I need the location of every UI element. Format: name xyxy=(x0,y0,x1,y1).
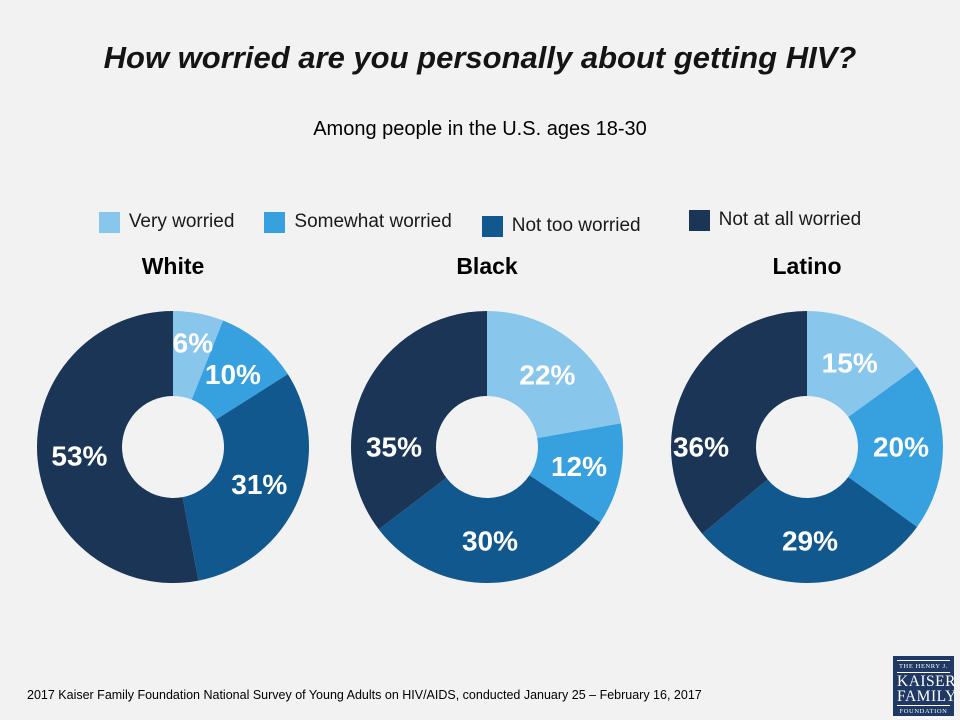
percent-label: 53% xyxy=(51,440,107,471)
logo-rule xyxy=(897,672,950,673)
donut-black: 22% 12% 30% 35% xyxy=(351,311,623,583)
chart-title-latino: Latino xyxy=(772,253,842,279)
logo-line-foundation: FOUNDATION xyxy=(899,708,948,715)
donut-slice-somewhat-worried xyxy=(848,367,944,527)
donut-slice-somewhat-worried xyxy=(191,320,288,420)
subtitle: Among people in the U.S. ages 18-30 xyxy=(313,118,647,140)
logo-rule xyxy=(897,705,950,706)
legend-swatch-somewhat-worried xyxy=(264,211,286,233)
donut-chart-black: Black 22% 12% 30% 35% xyxy=(347,251,627,587)
chart-title-black: Black xyxy=(456,253,518,279)
percent-label: 15% xyxy=(822,348,878,379)
percent-label: 30% xyxy=(462,526,518,557)
donut-slice-not-at-all-worried xyxy=(351,311,487,530)
percent-label: 10% xyxy=(205,359,261,390)
legend-label: Not at all worried xyxy=(718,209,862,230)
logo-rule xyxy=(897,717,950,718)
donut-latino: 15% 20% 29% 36% xyxy=(670,311,944,584)
legend-label: Very worried xyxy=(128,211,235,232)
percent-label: 29% xyxy=(782,526,838,557)
donut-slice-not-at-all-worried xyxy=(36,311,199,583)
donut-slice-not-too-worried xyxy=(378,475,601,583)
logo-line-family: FAMILY xyxy=(897,688,957,705)
logo-rule xyxy=(897,660,950,661)
donut-slice-not-at-all-worried xyxy=(670,311,807,534)
donut-slice-very-worried xyxy=(173,311,224,400)
donut-slice-very-worried xyxy=(807,311,918,418)
legend-item-not-too-worried: Not too worried xyxy=(481,215,641,237)
legend: Very worried Somewhat worried Not too wo… xyxy=(0,209,960,237)
donut-slice-not-too-worried xyxy=(702,476,918,584)
kff-logo: THE HENRY J. KAISER FAMILY FOUNDATION xyxy=(893,656,957,718)
donut-chart-latino: Latino 15% 20% 29% 36% xyxy=(667,251,947,587)
source-note: 2017 Kaiser Family Foundation National S… xyxy=(27,688,702,702)
logo-line-kaiser: KAISER xyxy=(897,673,956,690)
chart-title-white: White xyxy=(141,253,205,279)
percent-label: 22% xyxy=(519,360,575,391)
donut-slice-somewhat-worried xyxy=(529,423,623,523)
percent-label: 12% xyxy=(551,451,607,482)
percent-label: 36% xyxy=(673,432,729,463)
donut-chart-white: White 6% 10% 31% 53% xyxy=(33,251,313,587)
donut-slice-very-worried xyxy=(487,311,621,439)
legend-swatch-not-too-worried xyxy=(481,215,503,237)
donut-slice-not-too-worried xyxy=(182,374,309,581)
percent-label: 31% xyxy=(231,469,287,500)
donut-white: 6%10% 31% 53% xyxy=(36,311,309,583)
logo-line-henry-j: THE HENRY J. xyxy=(898,663,949,670)
page-title: How worried are you personally about get… xyxy=(103,40,857,75)
percent-label: 6% xyxy=(173,327,214,358)
percent-label: 35% xyxy=(366,432,422,463)
legend-item-very-worried: Very worried xyxy=(98,211,235,233)
legend-swatch-very-worried xyxy=(98,211,120,233)
percent-label: 20% xyxy=(873,432,929,463)
legend-label: Somewhat worried xyxy=(294,211,452,232)
legend-item-not-at-all-worried: Not at all worried xyxy=(688,209,862,231)
legend-item-somewhat-worried: Somewhat worried xyxy=(264,211,452,233)
legend-swatch-not-at-all-worried xyxy=(688,209,710,231)
legend-label: Not too worried xyxy=(511,215,641,236)
